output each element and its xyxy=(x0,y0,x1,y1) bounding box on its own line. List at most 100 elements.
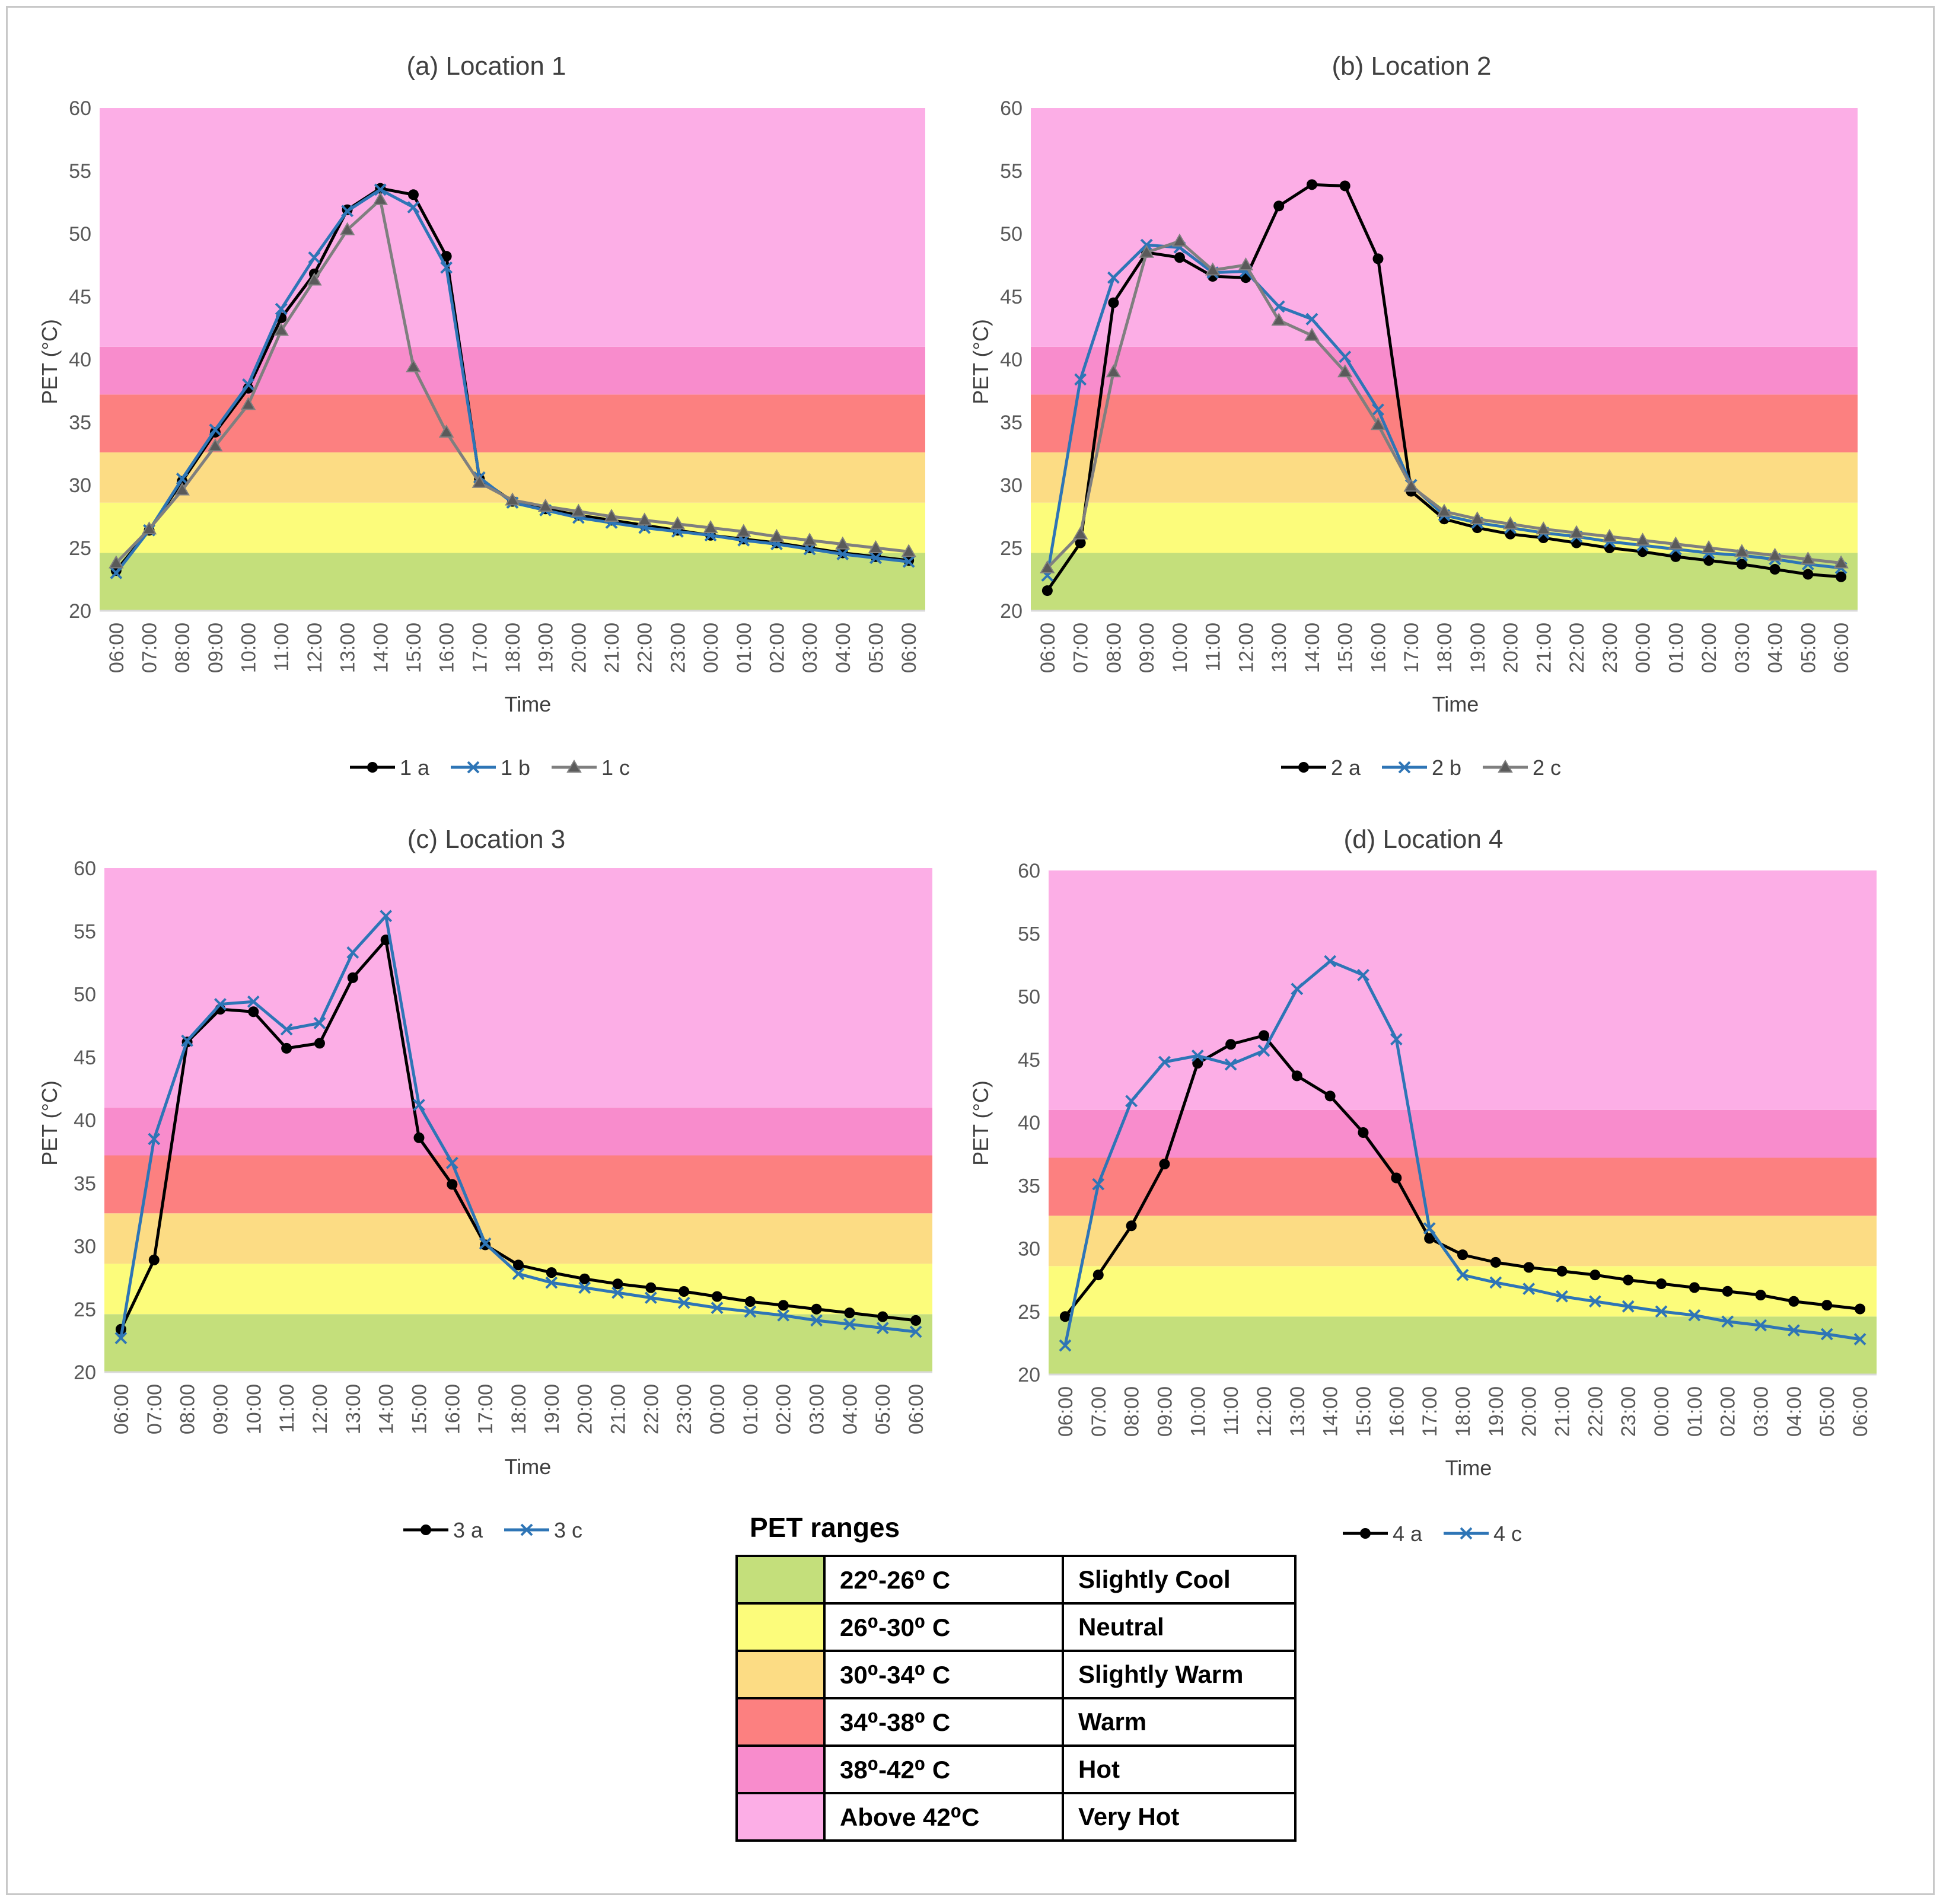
data-point xyxy=(341,205,354,218)
data-point xyxy=(1655,1305,1668,1318)
data-point xyxy=(1305,312,1318,326)
x-tick-label: 18:00 xyxy=(1452,1386,1474,1437)
data-point xyxy=(1722,1286,1733,1297)
data-point xyxy=(1390,1033,1403,1046)
data-point xyxy=(1588,1295,1601,1308)
data-point xyxy=(802,532,817,546)
x-tick-label: 13:00 xyxy=(342,1384,365,1434)
x-tick-label: 22:00 xyxy=(1584,1386,1607,1437)
data-point xyxy=(1108,297,1119,308)
chart-legend: 4 a 4 c xyxy=(1343,1522,1522,1546)
data-point xyxy=(703,520,718,534)
data-point xyxy=(1172,233,1187,247)
plot-area: 20 25 30 35 40 45 50 55 60 06:00 07:00 08:00 09:00 10… xyxy=(74,857,932,1434)
x-tick-label: 00:00 xyxy=(1632,623,1655,673)
x-tick-label: 10:00 xyxy=(243,1384,265,1434)
y-tick-label: 40 xyxy=(1018,1112,1040,1134)
data-point xyxy=(181,1034,194,1047)
x-tick-label: 14:00 xyxy=(1301,623,1324,673)
data-point xyxy=(1298,762,1309,773)
x-tick-label: 06:00 xyxy=(1830,623,1853,673)
x-tick-label: 20:00 xyxy=(568,623,590,673)
data-point xyxy=(1490,1256,1501,1268)
y-tick-label: 55 xyxy=(1000,160,1023,183)
data-point xyxy=(571,503,587,517)
data-point xyxy=(1304,327,1320,341)
x-tick-label: 01:00 xyxy=(1684,1386,1706,1437)
data-point xyxy=(1522,1283,1536,1295)
x-tick-label: 12:00 xyxy=(309,1384,332,1434)
pet-range-row: 22⁰-26⁰ C Slightly Cool xyxy=(735,1555,1297,1605)
pet-band xyxy=(104,1155,932,1214)
chart-panel-location-3: (c) Location 3 PET (°C) Time 20 25 30 35 40 4… xyxy=(37,825,932,1542)
x-tick-label: 21:00 xyxy=(607,1384,630,1434)
data-point xyxy=(612,1278,623,1290)
data-point xyxy=(1767,547,1783,561)
y-tick-label: 60 xyxy=(74,857,96,880)
legend-label: 4 a xyxy=(1393,1522,1423,1546)
x-tick-label: 07:00 xyxy=(1070,623,1092,673)
y-tick-label: 30 xyxy=(1000,474,1023,497)
x-tick-label: 17:00 xyxy=(474,1384,497,1434)
x-tick-label: 04:00 xyxy=(839,1384,861,1434)
data-point xyxy=(910,1315,922,1326)
data-point xyxy=(1498,760,1513,773)
data-point xyxy=(1523,1262,1534,1273)
data-point xyxy=(413,1132,425,1143)
y-tick-label: 25 xyxy=(1000,537,1023,560)
x-tick-label: 17:00 xyxy=(469,623,491,673)
data-point xyxy=(868,540,884,553)
data-point xyxy=(1836,571,1847,582)
x-tick-label: 20:00 xyxy=(1500,623,1522,673)
x-tick-label: 19:00 xyxy=(541,1384,563,1434)
data-point xyxy=(1769,564,1780,575)
data-point xyxy=(777,1309,790,1322)
data-point xyxy=(1721,1315,1734,1328)
y-tick-label: 60 xyxy=(69,97,91,120)
legend-item: 4 a xyxy=(1343,1522,1423,1546)
y-tick-label: 50 xyxy=(69,223,91,245)
y-tick-label: 55 xyxy=(74,920,96,943)
data-point xyxy=(1291,1070,1302,1082)
chart-panel-location-2: (b) Location 2 PET (°C) Time 20 25 30 35 40 4… xyxy=(969,52,1858,780)
pet-band xyxy=(1049,1109,1877,1158)
legend-label: 2 c xyxy=(1533,755,1561,780)
range-cell: 34⁰-38⁰ C xyxy=(823,1697,1064,1747)
data-point xyxy=(1623,1274,1634,1286)
x-tick-label: 18:00 xyxy=(1434,623,1456,673)
y-tick-label: 30 xyxy=(1018,1238,1040,1261)
data-point xyxy=(1370,417,1386,430)
y-axis-label: PET (°C) xyxy=(969,1080,993,1166)
data-point xyxy=(769,528,785,542)
x-tick-label: 08:00 xyxy=(177,1384,199,1434)
data-point xyxy=(520,1523,533,1536)
chart-panel-location-1: (a) Location 1 PET (°C) Time 20 25 30 35 40 4… xyxy=(37,52,925,780)
figure-frame xyxy=(6,6,1935,1895)
x-tick-label: 02:00 xyxy=(773,1384,795,1434)
data-point xyxy=(248,1006,259,1018)
x-tick-label: 14:00 xyxy=(1320,1386,1342,1437)
pet-band xyxy=(1031,452,1858,503)
y-tick-label: 60 xyxy=(1000,97,1023,120)
data-point xyxy=(479,1237,492,1250)
data-point xyxy=(1802,569,1814,580)
x-tick-label: 18:00 xyxy=(508,1384,530,1434)
color-swatch xyxy=(735,1744,826,1794)
data-point xyxy=(1357,968,1369,981)
x-tick-label: 13:00 xyxy=(1268,623,1291,673)
data-point xyxy=(876,1322,889,1335)
data-point xyxy=(1257,1044,1270,1057)
data-point xyxy=(844,1307,855,1319)
legend-label: 1 c xyxy=(601,755,630,780)
x-tick-label: 11:00 xyxy=(1220,1386,1243,1436)
data-point xyxy=(1536,521,1552,535)
x-tick-label: 16:00 xyxy=(1367,623,1390,673)
data-point xyxy=(869,551,882,564)
x-tick-label: 17:00 xyxy=(1419,1386,1441,1437)
data-point xyxy=(712,1291,723,1302)
x-tick-label: 23:00 xyxy=(667,623,689,673)
data-point xyxy=(314,1038,325,1049)
x-tick-label: 04:00 xyxy=(1764,623,1787,673)
data-point xyxy=(1787,1324,1800,1337)
chart-legend: 1 a 1 b 1 c xyxy=(350,755,630,780)
